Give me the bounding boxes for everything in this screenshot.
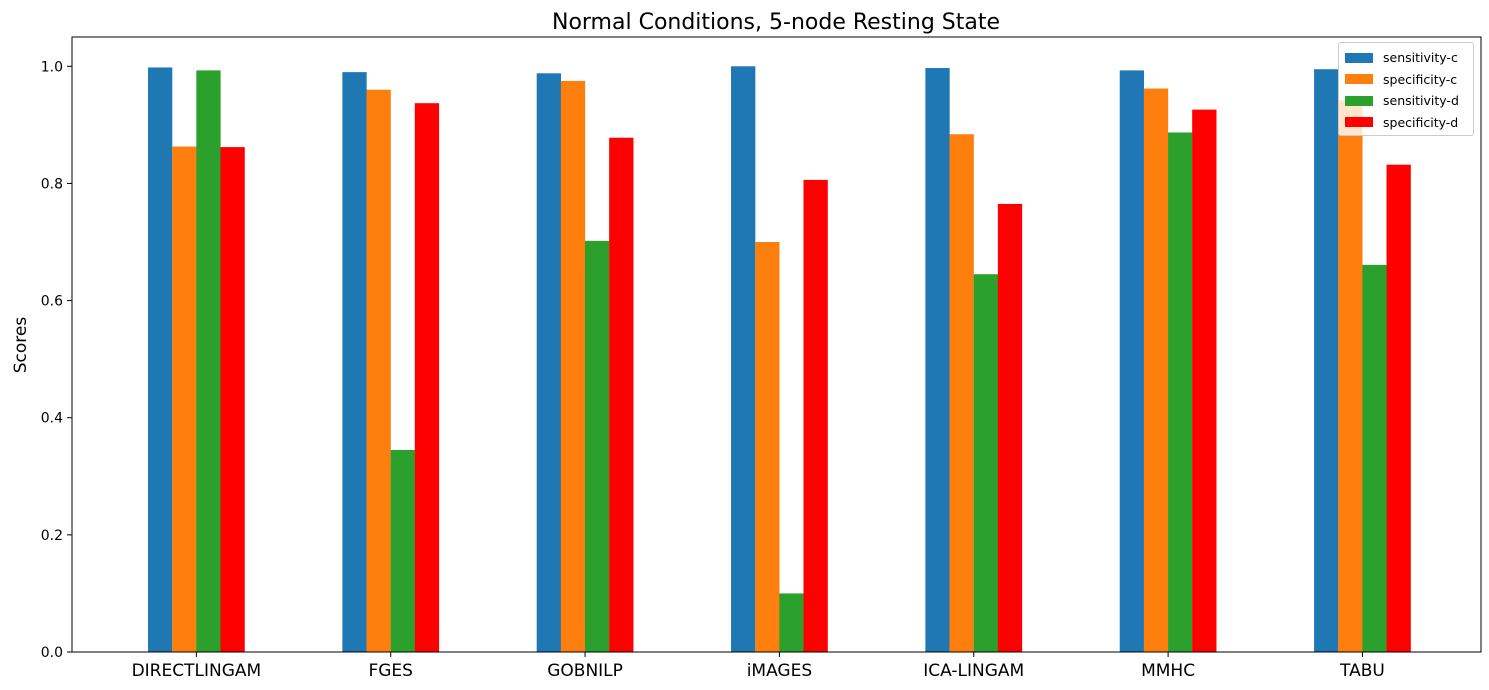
legend: sensitivity-c specificity-c sensitivity-… <box>1338 42 1474 136</box>
bar-specificity-d-FGES <box>414 103 440 652</box>
bars-layer <box>148 66 1411 653</box>
bar-specificity-c-iMAGES <box>755 242 780 652</box>
x-tick-label: ICA-LINGAM <box>923 661 1024 681</box>
bar-specificity-d-iMAGES <box>803 179 828 652</box>
x-tick-label: FGES <box>368 661 412 681</box>
bar-sensitivity-c-FGES <box>342 72 367 652</box>
legend-label: specificity-c <box>1383 71 1458 87</box>
bar-specificity-c-FGES <box>366 89 391 652</box>
x-tick-label: iMAGES <box>747 661 812 681</box>
legend-item-sensitivity-c: sensitivity-c <box>1345 47 1467 69</box>
legend-swatch <box>1345 52 1373 63</box>
legend-swatch <box>1345 74 1373 85</box>
bar-specificity-d-GOBNILP <box>609 137 634 653</box>
bar-sensitivity-d-iMAGES <box>779 593 804 652</box>
bar-specificity-d-TABU <box>1386 164 1411 652</box>
legend-swatch <box>1345 117 1373 128</box>
axis-layer: DIRECTLINGAM FGES GOBNILP iMAGES ICA-LINGAM M… <box>41 59 1385 681</box>
bar-specificity-c-GOBNILP <box>560 80 586 653</box>
bar-sensitivity-c-iMAGES <box>731 66 756 653</box>
bar-specificity-c-MMHC <box>1143 88 1169 653</box>
bar-sensitivity-d-FGES <box>390 449 415 652</box>
bar-sensitivity-c-ICA-LINGAM <box>925 68 950 653</box>
legend-item-specificity-d: specificity-d <box>1345 112 1467 134</box>
legend-label: sensitivity-c <box>1383 50 1458 66</box>
y-axis-label: Scores <box>11 317 31 374</box>
y-tick-label: 0.2 <box>41 528 63 544</box>
bar-specificity-d-MMHC <box>1192 109 1217 652</box>
legend-item-specificity-c: specificity-c <box>1345 69 1467 91</box>
legend-label: specificity-d <box>1383 114 1459 130</box>
y-tick-label: 0.0 <box>41 645 63 661</box>
y-tick-label: 1.0 <box>41 59 63 75</box>
bar-sensitivity-d-TABU <box>1362 264 1387 652</box>
bar-sensitivity-c-TABU <box>1314 69 1339 652</box>
x-tick-label: GOBNILP <box>547 661 623 681</box>
bar-sensitivity-c-GOBNILP <box>536 73 561 652</box>
x-tick-label: MMHC <box>1141 661 1195 681</box>
bar-sensitivity-d-DIRECTLINGAM <box>196 70 221 652</box>
y-tick-label: 0.4 <box>41 411 63 427</box>
legend-label: sensitivity-d <box>1383 93 1459 109</box>
bar-specificity-d-ICA-LINGAM <box>997 203 1023 652</box>
legend-swatch <box>1345 95 1373 106</box>
bar-sensitivity-d-ICA-LINGAM <box>973 274 998 652</box>
bar-sensitivity-c-MMHC <box>1119 70 1145 652</box>
chart-title: Normal Conditions, 5-node Resting State <box>552 10 1000 35</box>
y-tick-label: 0.6 <box>41 294 63 310</box>
bar-specificity-c-ICA-LINGAM <box>949 134 974 653</box>
bar-specificity-d-DIRECTLINGAM <box>220 147 245 653</box>
y-tick-label: 0.8 <box>41 176 63 192</box>
bar-sensitivity-c-DIRECTLINGAM <box>148 67 173 652</box>
bar-sensitivity-d-MMHC <box>1168 132 1193 653</box>
legend-item-sensitivity-d: sensitivity-d <box>1345 90 1467 112</box>
bar-sensitivity-d-GOBNILP <box>585 240 610 652</box>
bar-specificity-c-TABU <box>1338 100 1363 652</box>
bar-specificity-c-DIRECTLINGAM <box>172 146 197 652</box>
x-tick-label: DIRECTLINGAM <box>132 661 262 681</box>
x-tick-label: TABU <box>1339 661 1385 681</box>
plot-frame <box>71 36 1482 653</box>
